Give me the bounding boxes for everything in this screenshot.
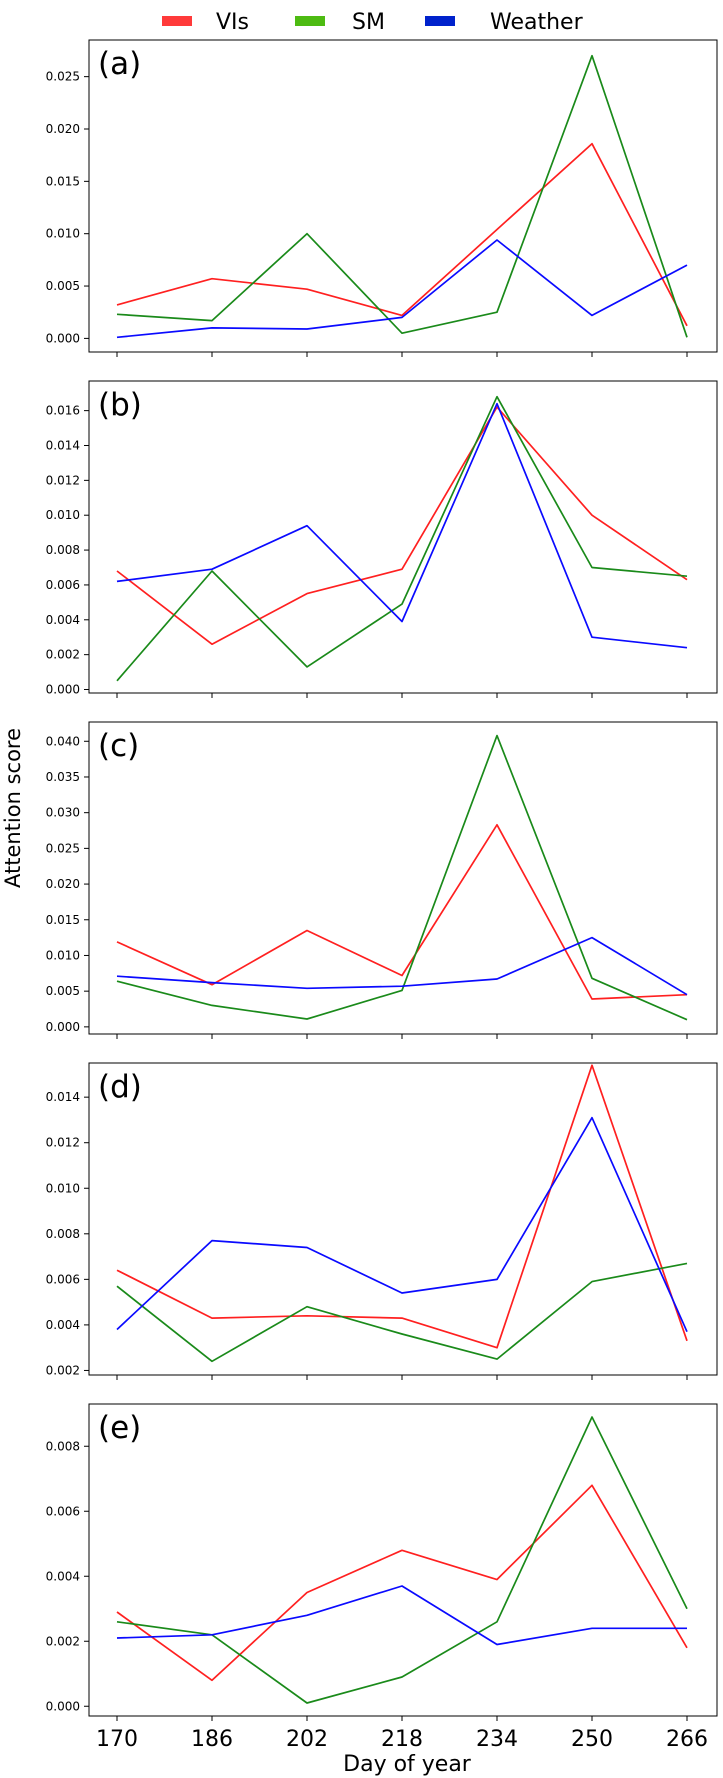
y-tick-label: 0.005 [46,984,80,998]
panel-b: 0.000 0.002 0.004 0.006 0.008 0.010 0.012 0.014… [46,380,718,698]
y-tick-label: 0.008 [46,1439,80,1453]
series-line-weather [116,1116,688,1333]
x-tick-label: 202 [286,1727,328,1752]
y-tick-label: 0.008 [46,543,80,557]
y-tick-label: 0.000 [46,683,80,697]
panel-label: (e) [98,1410,141,1446]
legend: VIs SM Weather [162,10,584,35]
series-line-weather [116,239,688,339]
y-tick-label: 0.010 [46,948,80,962]
panel-c: 0.000 0.005 0.010 0.015 0.020 0.025 0.030 0.035… [46,721,718,1039]
y-tick-label: 0.015 [46,174,80,188]
y-tick-label: 0.006 [46,1272,80,1286]
series-line-weather [116,402,688,649]
series-line-sm [116,1416,688,1704]
x-tick-label: 186 [191,1727,233,1752]
legend-swatch-sm [295,16,325,26]
y-tick-label: 0.005 [46,279,80,293]
y-tick-label: 0.014 [46,438,80,452]
y-tick-label: 0.004 [46,1569,80,1583]
series-line-sm [116,54,688,338]
y-tick-label: 0.008 [46,1227,80,1241]
series-line-sm [116,1262,688,1363]
legend-label-weather: Weather [490,10,584,35]
series-line-sm [116,395,688,682]
series-line-vis [116,1064,688,1349]
y-tick-label: 0.040 [46,734,80,748]
plot-frame [88,721,718,1035]
panel-d: 0.002 0.004 0.006 0.008 0.010 0.012 0.014 (d) [46,1062,718,1380]
panel-label: (d) [98,1069,142,1105]
legend-label-vis: VIs [216,10,249,35]
y-axis-label: Attention score [1,728,25,888]
panel-a: 0.000 0.005 0.010 0.015 0.020 0.025 (a) [46,39,718,357]
y-tick-label: 0.010 [46,227,80,241]
plot-frame [88,380,718,694]
x-tick-label: 266 [666,1727,708,1752]
y-tick-label: 0.020 [46,122,80,136]
y-tick-label: 0.002 [46,648,80,662]
y-tick-label: 0.020 [46,877,80,891]
panel-label: (b) [98,387,142,423]
series-line-vis [116,1484,688,1682]
y-tick-label: 0.000 [46,331,80,345]
y-tick-label: 0.016 [46,404,80,418]
x-tick-label: 218 [381,1727,423,1752]
y-tick-label: 0.004 [46,1318,80,1332]
y-tick-label: 0.015 [46,913,80,927]
y-tick-label: 0.014 [46,1090,80,1104]
y-tick-label: 0.025 [46,841,80,855]
y-tick-label: 0.004 [46,613,80,627]
panel-label: (a) [98,46,141,82]
y-tick-label: 0.002 [46,1363,80,1377]
legend-swatch-weather [425,16,455,26]
x-tick-label: 170 [96,1727,138,1752]
panel-e: 0.000 0.002 0.004 0.006 0.008 170 186 202 218 234… [46,1403,718,1752]
legend-label-sm: SM [352,10,385,35]
panel-label: (c) [98,728,139,764]
x-axis-label: Day of year [343,1752,472,1777]
y-tick-label: 0.006 [46,1504,80,1518]
y-tick-label: 0.006 [46,578,80,592]
series-line-weather [116,1585,687,1646]
y-tick-label: 0.030 [46,806,80,820]
y-tick-label: 0.025 [46,70,80,84]
plot-frame [88,39,718,353]
y-tick-label: 0.002 [46,1634,80,1648]
legend-swatch-vis [162,16,192,26]
series-line-weather [116,936,688,996]
x-tick-label: 250 [571,1727,613,1752]
y-tick-label: 0.012 [46,473,80,487]
y-tick-label: 0.012 [46,1136,80,1150]
y-tick-label: 0.010 [46,508,80,522]
x-tick-label: 234 [476,1727,518,1752]
y-tick-label: 0.035 [46,770,80,784]
plot-frame [88,1062,718,1376]
y-tick-label: 0.010 [46,1181,80,1195]
series-line-vis [116,142,688,327]
series-line-sm [116,734,688,1021]
y-tick-label: 0.000 [46,1699,80,1713]
series-line-vis [116,823,688,1000]
series-line-vis [116,406,688,646]
y-tick-label: 0.000 [46,1020,80,1034]
plot-frame [88,1403,718,1717]
